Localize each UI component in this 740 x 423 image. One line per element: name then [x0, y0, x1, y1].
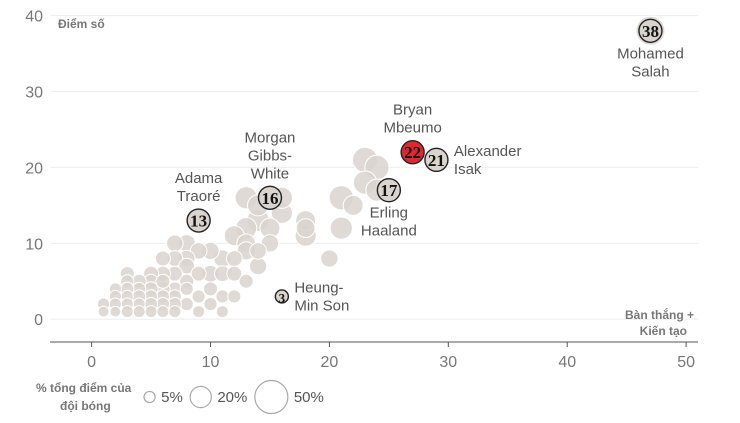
x-tick-label: 30: [439, 354, 457, 371]
size-legend-label: 50%: [294, 389, 324, 406]
highlighted-player-bubble: [376, 177, 402, 203]
player-bubble: [227, 289, 242, 304]
size-legend-circle: [143, 390, 156, 404]
highlighted-player-bubble: [274, 289, 290, 304]
y-tick-label: 20: [25, 160, 43, 177]
player-bubble: [215, 305, 229, 319]
size-legend-circle: [189, 385, 212, 409]
y-tick-label: 0: [34, 312, 43, 329]
player-bubble: [144, 305, 158, 319]
size-legend-label: 5%: [161, 389, 183, 406]
player-bubble: [342, 194, 364, 216]
player-bubble: [191, 289, 206, 304]
highlight-layer: 38 22 21 17 16 13 3: [186, 18, 663, 305]
player-score-label: 17: [380, 181, 398, 200]
size-legend-items: 5% 20% 50%: [143, 379, 324, 415]
size-legend-circle: [254, 379, 289, 415]
player-bubble: [132, 305, 146, 319]
highlighted-player-bubble: [424, 147, 449, 173]
player-bubble: [295, 218, 316, 238]
x-axis-title-line2: Kiến tạo: [640, 324, 687, 338]
player-bubble: [154, 250, 171, 267]
y-tick-label: 40: [25, 9, 43, 26]
x-tick-label: 20: [321, 354, 339, 371]
player-name-label: Erling: [370, 205, 408, 222]
player-name-label: Mbeumo: [383, 120, 441, 137]
player-bubble: [109, 305, 122, 318]
player-bubble: [156, 305, 170, 319]
player-score-label: 38: [642, 22, 659, 41]
player-bubble: [329, 216, 353, 240]
size-legend: % tổng điểm của đội bóng 5% 20% 50%: [36, 379, 324, 415]
y-tick-label: 10: [25, 236, 43, 253]
player-bubble: [192, 305, 206, 319]
player-bubble: [168, 305, 182, 319]
player-bubble: [238, 273, 254, 289]
player-bubble: [166, 234, 184, 253]
player-name-label: Gibbs-: [248, 147, 292, 164]
highlighted-player-bubble: [257, 185, 283, 210]
highlighted-player-bubble: [186, 208, 211, 233]
x-tick-label: 10: [202, 354, 220, 371]
player-name-label: Traoré: [177, 188, 221, 205]
y-tick-label: 30: [25, 85, 43, 102]
player-name-label: Haaland: [361, 223, 417, 240]
player-bubble: [179, 296, 194, 312]
highlighted-player-bubble: [638, 18, 663, 43]
player-name-label: Min Son: [294, 297, 349, 314]
player-bubble: [215, 289, 230, 304]
highlighted-player-bubble: [400, 140, 425, 165]
player-score-label: 3: [279, 290, 286, 305]
player-score-label: 22: [404, 143, 421, 162]
player-score-label: 13: [190, 212, 207, 231]
y-axis-title: Điểm số: [58, 17, 105, 31]
x-axis-title-line1: Bàn thắng +: [625, 307, 694, 322]
player-name-label: Mohamed: [617, 45, 684, 62]
player-name-label: Adama: [175, 170, 223, 187]
player-bubble: [203, 296, 218, 312]
x-tick-label: 40: [558, 354, 576, 371]
player-bubble: [249, 242, 267, 260]
player-score-label: 21: [428, 151, 445, 170]
player-bubble: [320, 249, 339, 268]
x-tick-label: 0: [87, 354, 96, 371]
player-score-label: 16: [261, 189, 278, 208]
player-bubble: [179, 281, 194, 296]
player-bubble: [155, 273, 171, 289]
player-bubble: [97, 305, 110, 318]
player-bubble: [225, 250, 243, 267]
player-name-label: Bryan: [393, 102, 432, 119]
player-bubble: [248, 256, 268, 276]
size-legend-title-line2: đội bóng: [60, 399, 111, 413]
player-name-label: Salah: [631, 63, 669, 80]
player-bubble: [226, 265, 243, 282]
x-tick-label: 50: [677, 354, 695, 371]
player-bubble: [190, 265, 207, 282]
player-name-label: White: [251, 165, 289, 182]
size-legend-title-line1: % tổng điểm của: [36, 381, 132, 395]
size-legend-label: 20%: [217, 389, 247, 406]
axis-layer: 0 10 20 30 40 0 10 20 30 40 50: [25, 9, 698, 371]
player-name-label: Isak: [454, 161, 482, 178]
player-bubble: [120, 305, 134, 319]
player-name-label: Heung-: [294, 279, 343, 296]
player-name-label: Morgan: [245, 129, 296, 146]
bubble-layer: [96, 15, 666, 319]
player-name-label: Alexander: [454, 143, 522, 160]
player-bubble: [202, 281, 219, 297]
